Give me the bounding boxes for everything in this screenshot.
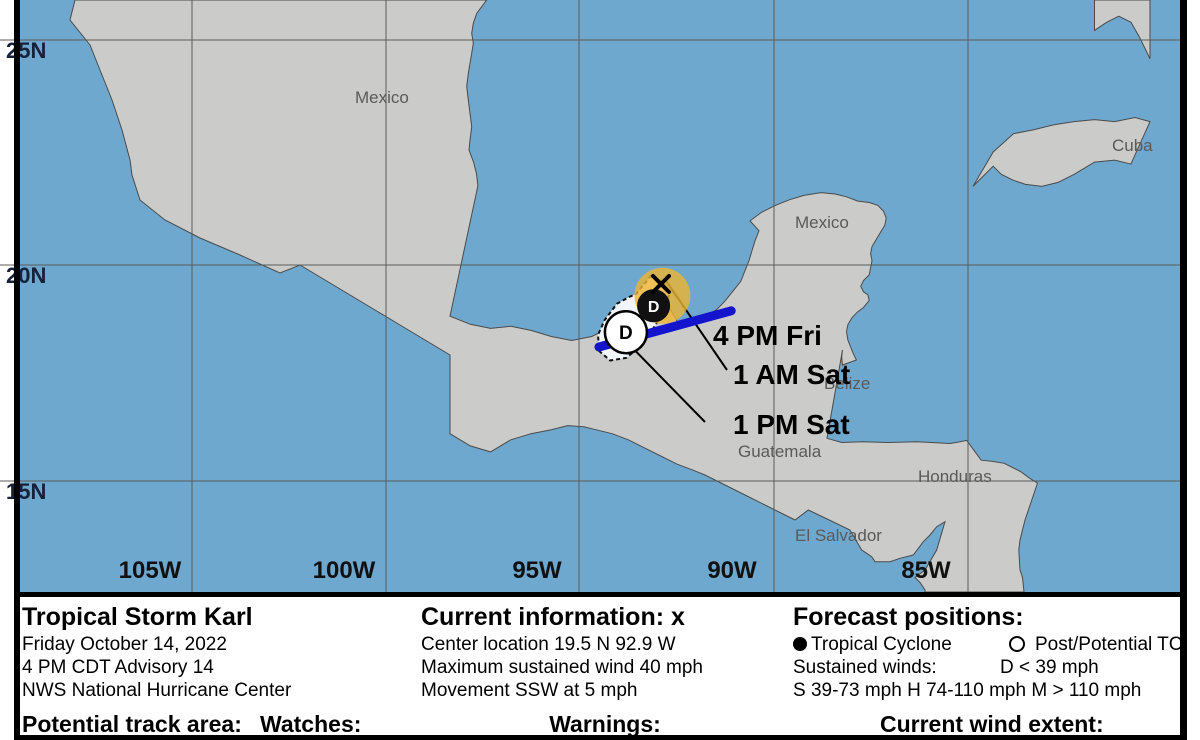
svg-text:20N: 20N	[6, 263, 46, 288]
svg-text:4 PM CDT Advisory 14: 4 PM CDT Advisory 14	[22, 657, 214, 678]
svg-text:Watches:: Watches:	[260, 711, 361, 737]
svg-text:Warnings:: Warnings:	[549, 711, 661, 737]
svg-text:Guatemala: Guatemala	[738, 442, 822, 461]
svg-text:Post/Potential TC: Post/Potential TC	[1035, 634, 1183, 655]
svg-text:Mexico: Mexico	[795, 213, 849, 232]
svg-text:El Salvador: El Salvador	[795, 526, 882, 545]
svg-text:85W: 85W	[901, 557, 951, 584]
svg-text:Maximum sustained wind 40 mph: Maximum sustained wind 40 mph	[421, 657, 703, 678]
svg-text:Forecast positions:: Forecast positions:	[793, 603, 1024, 631]
svg-text:Tropical Cyclone: Tropical Cyclone	[811, 634, 952, 655]
svg-text:NWS National Hurricane Center: NWS National Hurricane Center	[22, 680, 292, 701]
svg-text:Tropical Storm Karl: Tropical Storm Karl	[22, 603, 253, 631]
svg-text:Current information: x: Current information: x	[421, 603, 685, 631]
svg-text:1 PM Sat: 1 PM Sat	[733, 409, 850, 440]
svg-text:Movement SSW at 5 mph: Movement SSW at 5 mph	[421, 680, 637, 701]
svg-text:25N: 25N	[6, 38, 46, 63]
svg-text:Current wind extent:: Current wind extent:	[880, 711, 1104, 737]
svg-text:S 39-73 mph H 74-110 mph M >: S 39-73 mph H 74-110 mph M > 110 mph	[793, 680, 1141, 701]
svg-text:100W: 100W	[313, 557, 376, 584]
svg-text:105W: 105W	[119, 557, 182, 584]
svg-text:D: D	[648, 299, 660, 316]
svg-text:15N: 15N	[6, 479, 46, 504]
svg-text:D < 39 mph: D < 39 mph	[1000, 657, 1099, 678]
svg-text:Mexico: Mexico	[355, 88, 409, 107]
svg-text:Potential track area:: Potential track area:	[22, 711, 242, 737]
svg-text:Honduras: Honduras	[918, 467, 992, 486]
svg-text:D: D	[619, 323, 633, 344]
svg-text:Center location 19.5 N 92.9 W: Center location 19.5 N 92.9 W	[421, 634, 676, 655]
svg-text:4 PM Fri: 4 PM Fri	[713, 320, 822, 351]
svg-text:95W: 95W	[512, 557, 562, 584]
svg-text:Sustained winds:: Sustained winds:	[793, 657, 937, 678]
svg-text:1 AM Sat: 1 AM Sat	[733, 359, 850, 390]
svg-text:Friday October 14, 2022: Friday October 14, 2022	[22, 634, 227, 655]
svg-text:90W: 90W	[707, 557, 757, 584]
svg-text:Cuba: Cuba	[1112, 136, 1153, 155]
